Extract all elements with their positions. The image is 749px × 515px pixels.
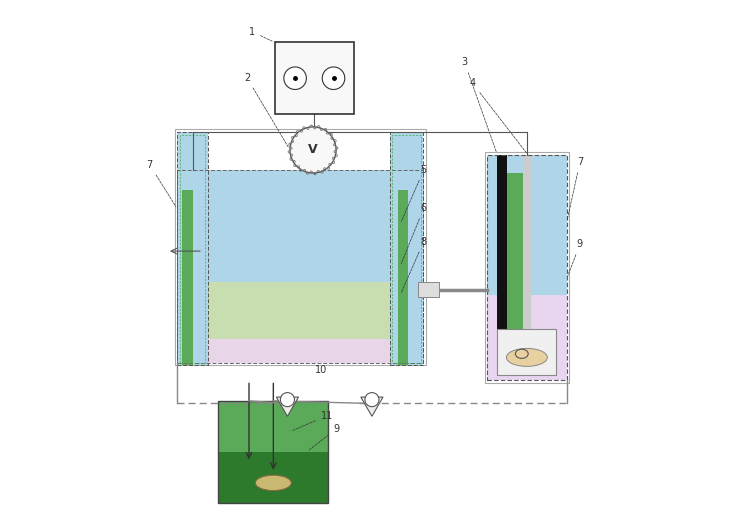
Bar [218,401,328,503]
Bar [390,132,423,365]
Text: 5: 5 [401,165,427,221]
Bar [178,132,208,365]
Text: −: − [329,55,339,65]
Circle shape [290,127,336,173]
Bar [523,155,531,358]
Bar [392,134,421,363]
Bar [183,190,192,365]
Bar [390,132,423,365]
Circle shape [365,392,379,407]
Bar [503,173,523,358]
Text: 3: 3 [461,57,497,152]
Text: V: V [309,144,318,157]
Text: 8: 8 [401,237,427,293]
Bar [180,134,205,363]
Bar [218,452,328,503]
Text: 10: 10 [315,365,327,375]
Circle shape [280,392,294,407]
Text: 2: 2 [244,73,288,147]
Bar [418,282,438,297]
Bar [418,282,438,297]
Bar [178,339,423,363]
Bar [485,152,569,383]
Text: 6: 6 [401,203,427,264]
Text: 11: 11 [292,411,333,431]
Text: 7: 7 [567,157,583,220]
Bar [497,329,557,375]
Bar [275,42,354,114]
Ellipse shape [255,475,291,491]
Ellipse shape [506,349,548,366]
Bar [398,190,407,365]
Text: 9: 9 [309,424,339,451]
Bar [218,401,328,452]
Bar [487,155,566,302]
Bar [487,155,566,381]
Circle shape [284,67,306,90]
Bar [277,45,351,112]
Bar [178,170,423,289]
Bar [175,129,425,365]
Text: 4: 4 [470,78,527,153]
Bar [178,132,208,365]
Text: 9: 9 [568,239,583,277]
Bar [487,295,566,381]
Bar [497,155,506,358]
Bar [178,170,423,363]
Circle shape [322,67,345,90]
Text: 1: 1 [249,27,272,41]
Text: 7: 7 [147,160,176,207]
Text: +: + [291,55,299,65]
Bar [178,282,423,363]
